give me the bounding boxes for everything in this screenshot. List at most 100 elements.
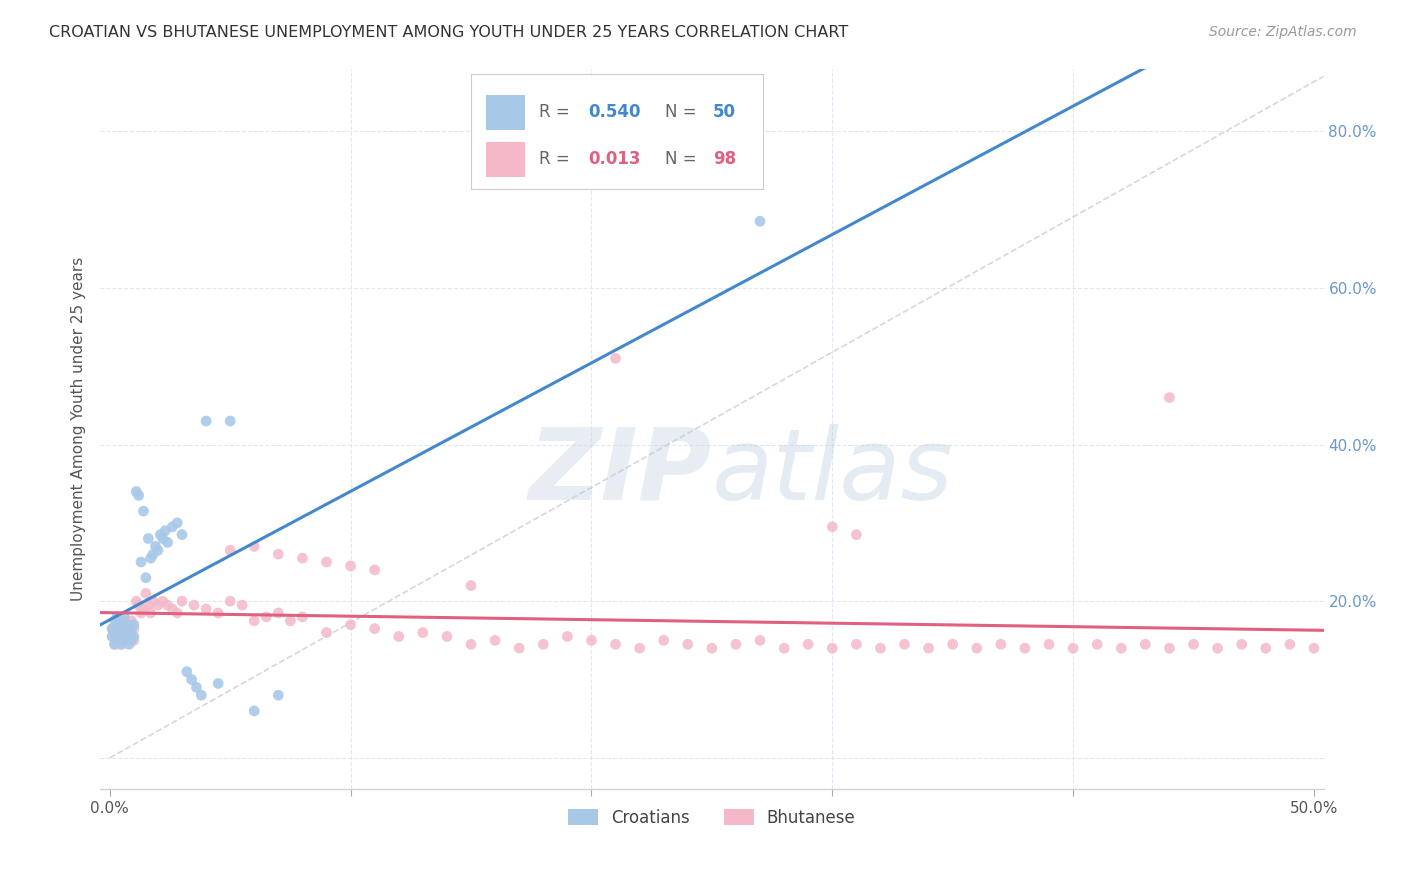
Point: [162, 602, 184, 616]
Point: [652, 633, 675, 648]
Text: Source: ZipAtlas.com: Source: ZipAtlas.com: [1209, 25, 1357, 39]
Point: [101, 630, 124, 644]
Point: [363, 622, 385, 636]
Point: [108, 617, 131, 632]
Point: [700, 641, 723, 656]
Point: [484, 633, 506, 648]
Point: [156, 598, 179, 612]
Point: [195, 414, 218, 428]
Point: [136, 532, 159, 546]
FancyBboxPatch shape: [485, 142, 524, 177]
Point: [845, 527, 868, 541]
Point: [186, 681, 208, 695]
Point: [207, 676, 229, 690]
Point: [139, 606, 162, 620]
Point: [112, 622, 135, 636]
Point: [103, 637, 125, 651]
Point: [267, 688, 290, 702]
Point: [797, 637, 820, 651]
Point: [315, 625, 337, 640]
Text: 0.540: 0.540: [588, 103, 641, 121]
Text: 98: 98: [713, 151, 737, 169]
Text: atlas: atlas: [711, 424, 953, 521]
Point: [676, 637, 699, 651]
Point: [105, 633, 128, 648]
Text: CROATIAN VS BHUTANESE UNEMPLOYMENT AMONG YOUTH UNDER 25 YEARS CORRELATION CHART: CROATIAN VS BHUTANESE UNEMPLOYMENT AMONG…: [49, 25, 848, 40]
Point: [557, 630, 579, 644]
Point: [749, 214, 772, 228]
Point: [152, 532, 174, 546]
Point: [103, 625, 125, 640]
Point: [101, 622, 124, 636]
Point: [166, 606, 188, 620]
Point: [136, 598, 159, 612]
Point: [180, 673, 202, 687]
Point: [120, 625, 142, 640]
Point: [628, 641, 651, 656]
Point: [103, 625, 125, 640]
Point: [115, 622, 138, 636]
Text: R =: R =: [540, 151, 575, 169]
Point: [103, 614, 125, 628]
Point: [118, 622, 141, 636]
Point: [1135, 637, 1157, 651]
Point: [291, 610, 314, 624]
Point: [207, 606, 229, 620]
Point: [1303, 641, 1326, 656]
Point: [108, 622, 131, 636]
Point: [156, 535, 179, 549]
Point: [122, 630, 145, 644]
Point: [1230, 637, 1253, 651]
Point: [112, 610, 135, 624]
Point: [122, 617, 145, 632]
Text: R =: R =: [540, 103, 575, 121]
Point: [105, 617, 128, 632]
Point: [1182, 637, 1205, 651]
Point: [115, 630, 138, 644]
Point: [122, 633, 145, 648]
Point: [120, 614, 142, 628]
Point: [1206, 641, 1229, 656]
Point: [231, 598, 253, 612]
Point: [120, 633, 142, 648]
Point: [132, 504, 155, 518]
Point: [869, 641, 891, 656]
Point: [460, 578, 482, 592]
Point: [1254, 641, 1277, 656]
Point: [412, 625, 434, 640]
Point: [115, 617, 138, 632]
Point: [166, 516, 188, 530]
Point: [112, 633, 135, 648]
Point: [101, 622, 124, 636]
Point: [118, 617, 141, 632]
Point: [581, 633, 603, 648]
Point: [176, 665, 198, 679]
Point: [254, 610, 277, 624]
Point: [112, 622, 135, 636]
Point: [132, 602, 155, 616]
FancyBboxPatch shape: [485, 95, 524, 129]
Point: [115, 633, 138, 648]
Point: [219, 543, 242, 558]
Point: [1085, 637, 1108, 651]
Point: [170, 594, 193, 608]
Point: [315, 555, 337, 569]
Point: [125, 484, 148, 499]
Point: [129, 555, 152, 569]
Point: [1159, 641, 1181, 656]
Point: [118, 637, 141, 651]
Point: [339, 558, 361, 573]
Point: [105, 610, 128, 624]
Point: [1038, 637, 1060, 651]
Point: [339, 617, 361, 632]
Point: [153, 524, 176, 538]
Point: [1014, 641, 1036, 656]
Point: [436, 630, 458, 644]
Point: [145, 540, 167, 554]
Point: [112, 614, 135, 628]
Point: [162, 520, 184, 534]
Point: [122, 622, 145, 636]
Point: [243, 614, 266, 628]
Point: [108, 637, 131, 651]
Point: [363, 563, 385, 577]
